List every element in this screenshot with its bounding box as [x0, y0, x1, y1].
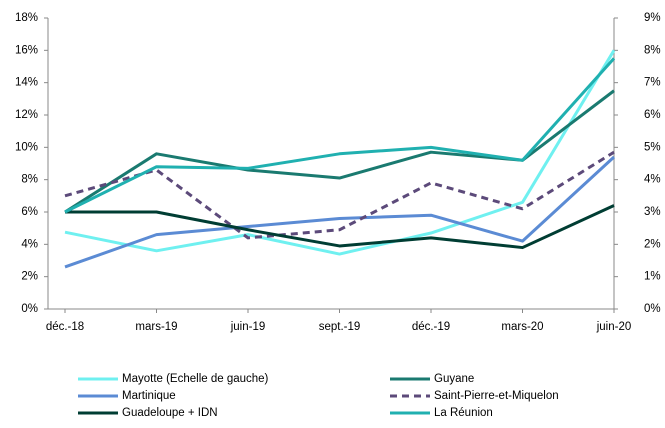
legend-label: La Réunion — [434, 407, 493, 419]
y-tick-label: 10% — [15, 141, 38, 153]
series-line — [64, 49, 616, 256]
x-tick-label: mars-20 — [501, 321, 543, 333]
y2-tick-label: 6% — [644, 109, 661, 121]
y2-tick-label: 8% — [644, 44, 661, 56]
x-tick-label: mars-19 — [135, 321, 177, 333]
legend-label: Guadeloupe + IDN — [122, 407, 218, 419]
y-tick-label: 4% — [21, 238, 38, 250]
y-tick-label: 8% — [21, 174, 38, 186]
series-line — [64, 155, 616, 269]
y-tick-label: 14% — [15, 77, 38, 89]
y2-tick-label: 1% — [644, 271, 661, 283]
legend-label: Saint-Pierre-et-Miquelon — [434, 390, 559, 402]
y2-tick-label: 0% — [644, 303, 661, 315]
series-line — [64, 150, 615, 240]
x-tick-label: déc.-19 — [412, 321, 450, 333]
legend-label: Mayotte (Echelle de gauche) — [122, 373, 269, 385]
y-tick-label: 16% — [15, 44, 38, 56]
series-line — [65, 204, 615, 250]
y-tick-label: 6% — [21, 206, 38, 218]
x-tick-label: déc.-18 — [46, 321, 84, 333]
y2-tick-label: 5% — [644, 141, 661, 153]
y2-tick-label: 7% — [644, 77, 661, 89]
y-tick-label: 12% — [15, 109, 38, 121]
series-line — [64, 57, 616, 214]
x-tick-label: juin-19 — [230, 321, 266, 333]
y-tick-label: 18% — [15, 12, 38, 24]
y2-tick-label: 9% — [644, 12, 661, 24]
legend-label: Martinique — [122, 390, 176, 402]
y2-tick-label: 4% — [644, 174, 661, 186]
legend-label: Guyane — [434, 373, 474, 385]
x-tick-label: sept.-19 — [319, 321, 361, 333]
y-tick-label: 0% — [21, 303, 38, 315]
y2-tick-label: 2% — [644, 238, 661, 250]
x-tick-label: juin-20 — [596, 321, 632, 333]
y2-tick-label: 3% — [644, 206, 661, 218]
y-tick-label: 2% — [21, 271, 38, 283]
